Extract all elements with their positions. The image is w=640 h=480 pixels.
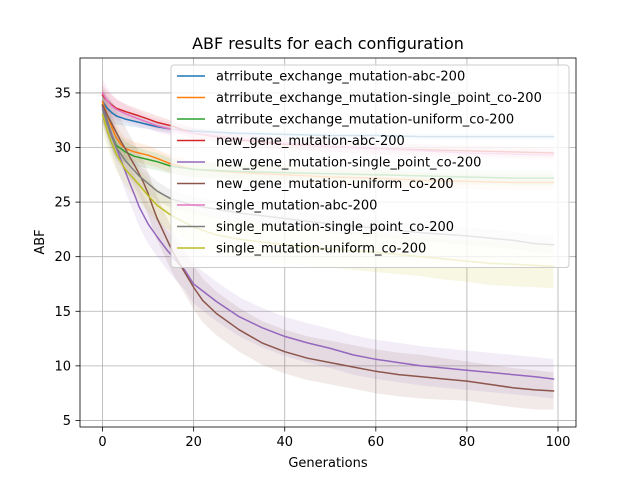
legend-label-3: new_gene_mutation-abc-200: [216, 134, 405, 149]
x-tick-label: 60: [368, 435, 385, 450]
y-axis: 5 10 15 20 25 30 35: [54, 86, 80, 429]
legend-label-6: single_mutation-abc-200: [216, 199, 377, 214]
x-tick-label: 0: [98, 435, 106, 450]
y-tick-label: 20: [54, 250, 71, 265]
y-axis-label: ABF: [33, 229, 48, 254]
legend-label-1: atrribute_exchange_mutation-single_point…: [216, 91, 542, 106]
x-axis-label: Generations: [288, 456, 368, 471]
x-tick-label: 100: [546, 435, 571, 450]
line-series-5: [101, 103, 555, 392]
legend-label-4: new_gene_mutation-single_point_co-200: [216, 156, 481, 171]
y-tick-label: 30: [54, 141, 71, 156]
y-tick-label: 25: [54, 196, 71, 211]
x-tick-label: 20: [185, 435, 202, 450]
y-tick-label: 5: [63, 414, 71, 429]
legend-label-7: single_mutation-single_point_co-200: [216, 220, 454, 235]
axes-spines: [79, 57, 577, 428]
legend-label-2: atrribute_exchange_mutation-uniform_co-2…: [216, 113, 514, 128]
legend: atrribute_exchange_mutation-abc-200atrri…: [170, 64, 570, 268]
x-tick-label: 40: [276, 435, 293, 450]
legend-label-5: new_gene_mutation-uniform_co-200: [216, 177, 454, 192]
x-axis: 0 20 40 60 80 100: [98, 427, 570, 450]
x-tick-label: 80: [459, 435, 476, 450]
y-tick-label: 10: [54, 359, 71, 374]
legend-label-0: atrribute_exchange_mutation-abc-200: [216, 70, 465, 85]
legend-box: [170, 64, 570, 268]
axes-frame: [79, 57, 577, 428]
band-series-4: [102, 90, 554, 399]
chart-title: ABF results for each configuration: [192, 34, 464, 53]
y-tick-label: 15: [54, 305, 71, 320]
band-series-5: [102, 88, 554, 410]
legend-label-8: single_mutation-uniform_co-200: [216, 242, 426, 257]
line-series-4: [101, 106, 555, 380]
y-tick-label: 35: [54, 86, 71, 101]
